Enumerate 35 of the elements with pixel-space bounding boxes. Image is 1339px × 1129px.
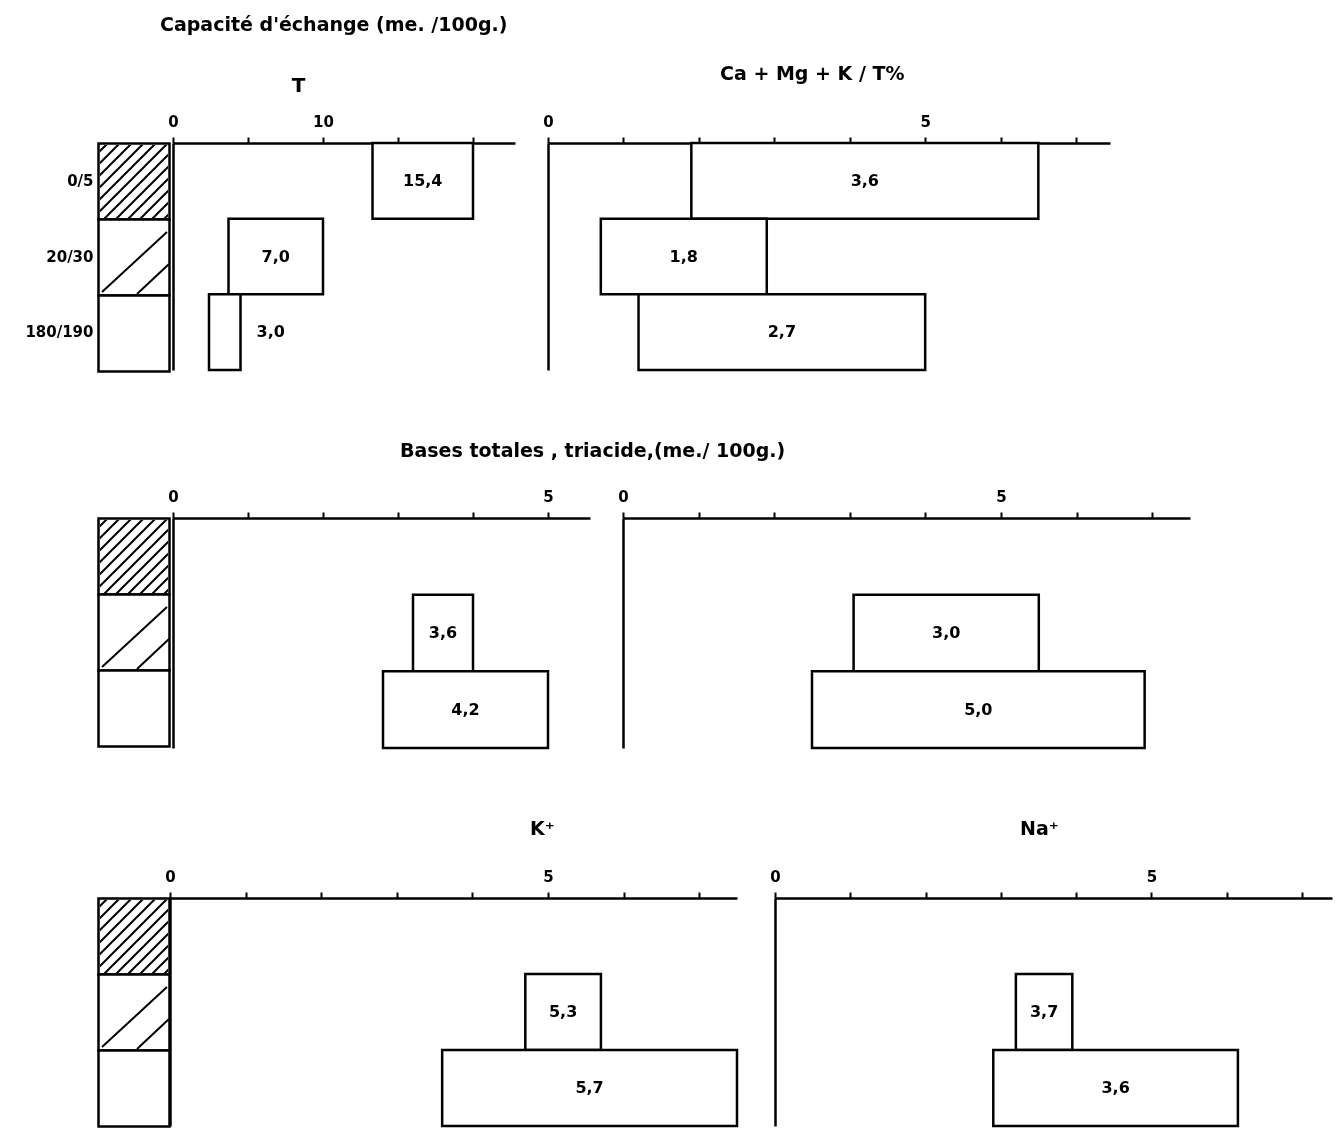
annotation: 7,0: [261, 246, 290, 266]
annotation: 15,4: [403, 170, 443, 190]
y-tick-label: 180/190: [25, 323, 94, 342]
x-tick-label: 0: [543, 112, 554, 131]
chart-title: Ca + Mg + K / T%: [720, 62, 905, 84]
x-tick-label: 0: [168, 487, 179, 506]
annotation: 5,7: [575, 1078, 604, 1097]
chart-title: Na⁺: [1020, 817, 1059, 839]
annotation: 2,7: [767, 322, 797, 342]
x-tick-label: 0: [165, 867, 176, 886]
annotation: 5,0: [964, 699, 993, 719]
chart-title: Capacité d'échange (me. /100g.): [160, 13, 508, 35]
annotation: 3,6: [1101, 1078, 1130, 1097]
x-tick-label: 10: [313, 112, 334, 131]
chart-title: K⁺: [530, 817, 555, 839]
x-axis-title: T: [291, 72, 306, 97]
x-tick-label: 0: [168, 112, 179, 131]
y-tick-label: 20/30: [46, 247, 94, 266]
x-tick-label: 5: [920, 112, 931, 131]
y-tick-label: 0/5: [67, 171, 94, 190]
annotation: 3,7: [1029, 1002, 1059, 1021]
x-tick-label: 0: [618, 487, 629, 506]
x-tick-label: 5: [996, 487, 1007, 506]
annotation: 4,2: [451, 699, 480, 719]
annotation: 1,8: [669, 246, 698, 266]
annotation: 3,0: [932, 623, 961, 642]
annotation: 5,3: [548, 1002, 578, 1021]
annotation: 3,0: [256, 322, 285, 342]
annotation: 3,6: [850, 170, 879, 190]
x-tick-label: 5: [1146, 867, 1158, 886]
x-tick-label: 0: [770, 867, 781, 886]
x-tick-label: 5: [543, 487, 554, 506]
annotation: 3,6: [428, 623, 458, 642]
x-tick-label: 5: [543, 867, 554, 886]
chart-title: Bases totales , triacide,(me./ 100g.): [400, 439, 786, 461]
